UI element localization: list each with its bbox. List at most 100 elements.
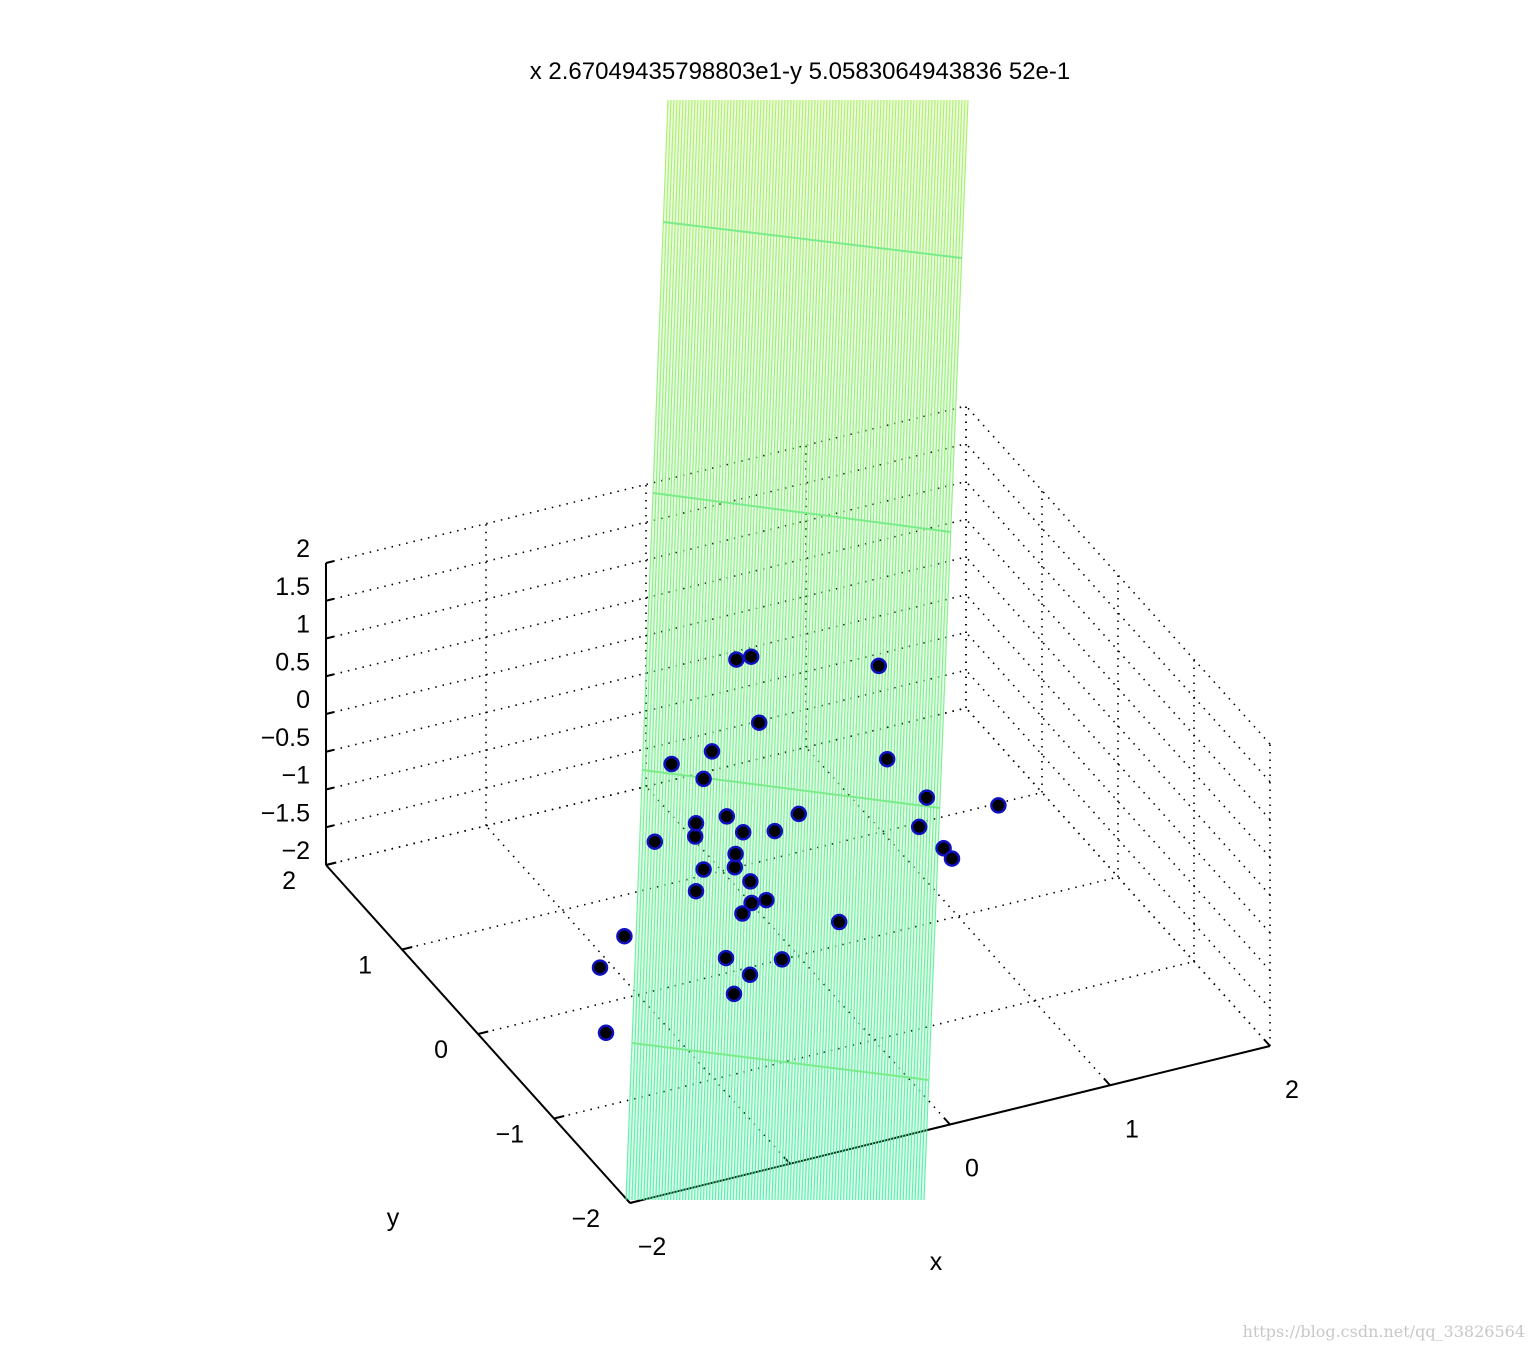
surface-mesh-line: [753, 99, 798, 1201]
surface-mesh-line: [851, 99, 897, 1201]
data-point: [727, 845, 744, 863]
surface-mesh-line: [890, 99, 936, 1201]
y-tick: [477, 1030, 489, 1035]
z-tick: [325, 862, 334, 866]
surface-mesh-line: [914, 99, 960, 1201]
x-tick-label: −2: [638, 1233, 667, 1261]
x-axis-label: x: [930, 1248, 943, 1276]
surface-mesh-line: [670, 99, 714, 1201]
x-tick: [1103, 1077, 1111, 1086]
surface-mesh-line: [860, 99, 906, 1201]
surface-mesh-line: [655, 99, 699, 1201]
data-point: [597, 1024, 615, 1042]
z-tick: [325, 560, 334, 564]
surface-mesh-line: [869, 99, 915, 1201]
surface-mesh-line: [911, 99, 957, 1201]
grid-line: [965, 631, 1271, 972]
surface-mesh-line: [816, 99, 861, 1201]
surface-mesh-line: [756, 99, 801, 1201]
surface-mesh-line: [723, 99, 768, 1201]
surface-mesh-line: [625, 99, 669, 1201]
surface-mesh-line: [810, 99, 855, 1201]
surface-mesh-line: [765, 99, 810, 1201]
x-tick-label: 1: [1125, 1115, 1139, 1143]
data-point: [758, 891, 775, 909]
surface-mesh-line: [863, 99, 909, 1201]
surface-mesh-row: [631, 1042, 929, 1081]
surface-mesh-line: [836, 99, 882, 1201]
data-point: [830, 913, 848, 931]
data-point: [910, 818, 928, 836]
surface-mesh-line: [905, 99, 951, 1201]
y-axis-label: y: [387, 1204, 400, 1232]
surface-mesh-row: [642, 769, 940, 809]
surface-mesh-line: [643, 99, 687, 1201]
surface-mesh-line: [762, 99, 807, 1201]
surface-mesh-line: [795, 99, 840, 1201]
data-point: [743, 894, 760, 912]
data-point: [695, 861, 712, 878]
surface-mesh-line: [690, 99, 735, 1201]
z-tick-label: −1.5: [261, 799, 310, 827]
surface-mesh-line: [819, 99, 864, 1201]
surface-mesh-line: [750, 99, 795, 1201]
z-tick-label: 1: [296, 611, 310, 639]
data-point: [773, 951, 791, 968]
surface-mesh-line: [848, 99, 894, 1201]
data-point: [687, 882, 705, 900]
surface-mesh-line: [673, 99, 717, 1201]
surface-mesh-line: [649, 99, 693, 1201]
surface-mesh-line: [759, 99, 804, 1201]
surface-mesh-line: [640, 99, 684, 1201]
surface-mesh-line: [923, 99, 969, 1201]
surface-mesh-line: [783, 99, 828, 1201]
z-tick-label: 0: [296, 686, 310, 714]
data-point: [663, 755, 680, 773]
surface-mesh-line: [801, 99, 846, 1201]
surface-mesh-line: [661, 99, 705, 1201]
surface-mesh-line: [828, 99, 873, 1201]
data-point: [686, 828, 704, 845]
surface-mesh-line: [899, 99, 945, 1201]
grid-line: [965, 707, 1271, 1047]
surface-mesh-line: [699, 99, 744, 1201]
surface-mesh-line: [831, 99, 876, 1201]
data-point: [766, 822, 784, 840]
surface-mesh-line: [908, 99, 954, 1201]
data-point: [728, 651, 745, 668]
surface-mesh-line: [780, 99, 825, 1201]
surface-mesh-line: [676, 99, 720, 1201]
surface-mesh-line: [878, 99, 924, 1201]
surface-mesh-line: [881, 99, 927, 1201]
data-point: [990, 797, 1007, 814]
z-tick: [325, 597, 334, 602]
surface-mesh-line: [667, 99, 711, 1201]
surface-mesh-line: [735, 99, 780, 1201]
data-points: [591, 648, 1007, 1042]
z-tick: [325, 824, 334, 829]
surface-mesh-line: [741, 99, 786, 1201]
surface-mesh-line: [792, 99, 837, 1201]
surface-mesh-line: [842, 99, 888, 1201]
surface-mesh-line: [768, 99, 813, 1201]
data-point: [646, 833, 664, 850]
data-point: [695, 770, 712, 788]
surface-mesh-line: [702, 99, 747, 1201]
watermark-text: https://blog.csdn.net/qq_33826564: [1243, 1322, 1525, 1341]
y-tick-label: −2: [571, 1205, 600, 1233]
surface-mesh-line: [714, 99, 759, 1201]
surface-mesh-line: [664, 99, 708, 1201]
data-point: [717, 949, 735, 967]
surface-mesh-line: [786, 99, 831, 1201]
surface-mesh-line: [685, 99, 729, 1201]
z-tick-label: −1: [281, 762, 310, 790]
surface-mesh-line: [917, 99, 963, 1201]
data-point: [870, 657, 888, 675]
surface-mesh-line: [834, 99, 879, 1201]
surface-mesh-line: [705, 99, 750, 1201]
surface-mesh-line: [744, 99, 789, 1201]
z-tick: [325, 673, 334, 678]
grid-line: [965, 480, 1271, 821]
